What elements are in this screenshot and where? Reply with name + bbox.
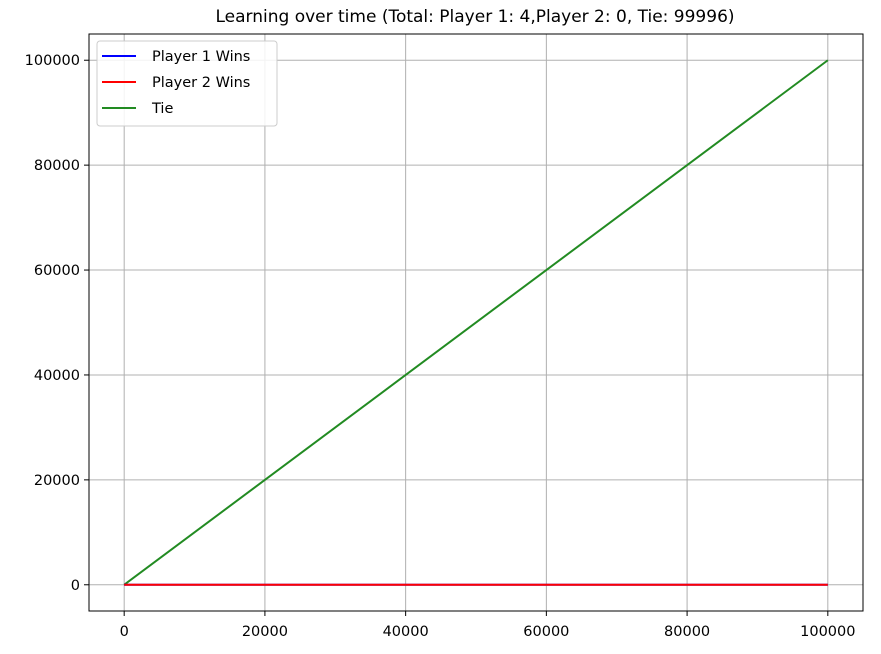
legend: Player 1 Wins Player 2 Wins Tie	[96, 40, 278, 127]
y-tick-label: 40000	[34, 368, 80, 384]
legend-label: Player 2 Wins	[152, 75, 250, 91]
x-tick-label: 0	[120, 624, 129, 640]
y-tick-label: 20000	[34, 473, 80, 489]
chart-title: Learning over time (Total: Player 1: 4,P…	[215, 7, 734, 27]
x-tick-label: 40000	[383, 624, 429, 640]
legend-label: Player 1 Wins	[152, 49, 250, 65]
series-layer	[123, 59, 829, 586]
x-tick-label: 80000	[664, 624, 710, 640]
y-tick-label: 60000	[34, 263, 80, 279]
x-axis: 0 20000 40000 60000 80000 100000	[120, 611, 855, 640]
series-line-tie	[123, 59, 829, 586]
legend-label: Tie	[151, 101, 173, 117]
plot-frame	[88, 33, 864, 612]
y-tick-label: 80000	[34, 158, 80, 174]
y-tick-label: 100000	[25, 53, 80, 69]
x-tick-label: 20000	[242, 624, 288, 640]
x-tick-label: 60000	[523, 624, 569, 640]
x-tick-label: 100000	[800, 624, 855, 640]
y-axis: 0 20000 40000 60000 80000 100000	[25, 53, 89, 594]
legend-box	[96, 40, 278, 127]
y-tick-label: 0	[71, 578, 80, 594]
